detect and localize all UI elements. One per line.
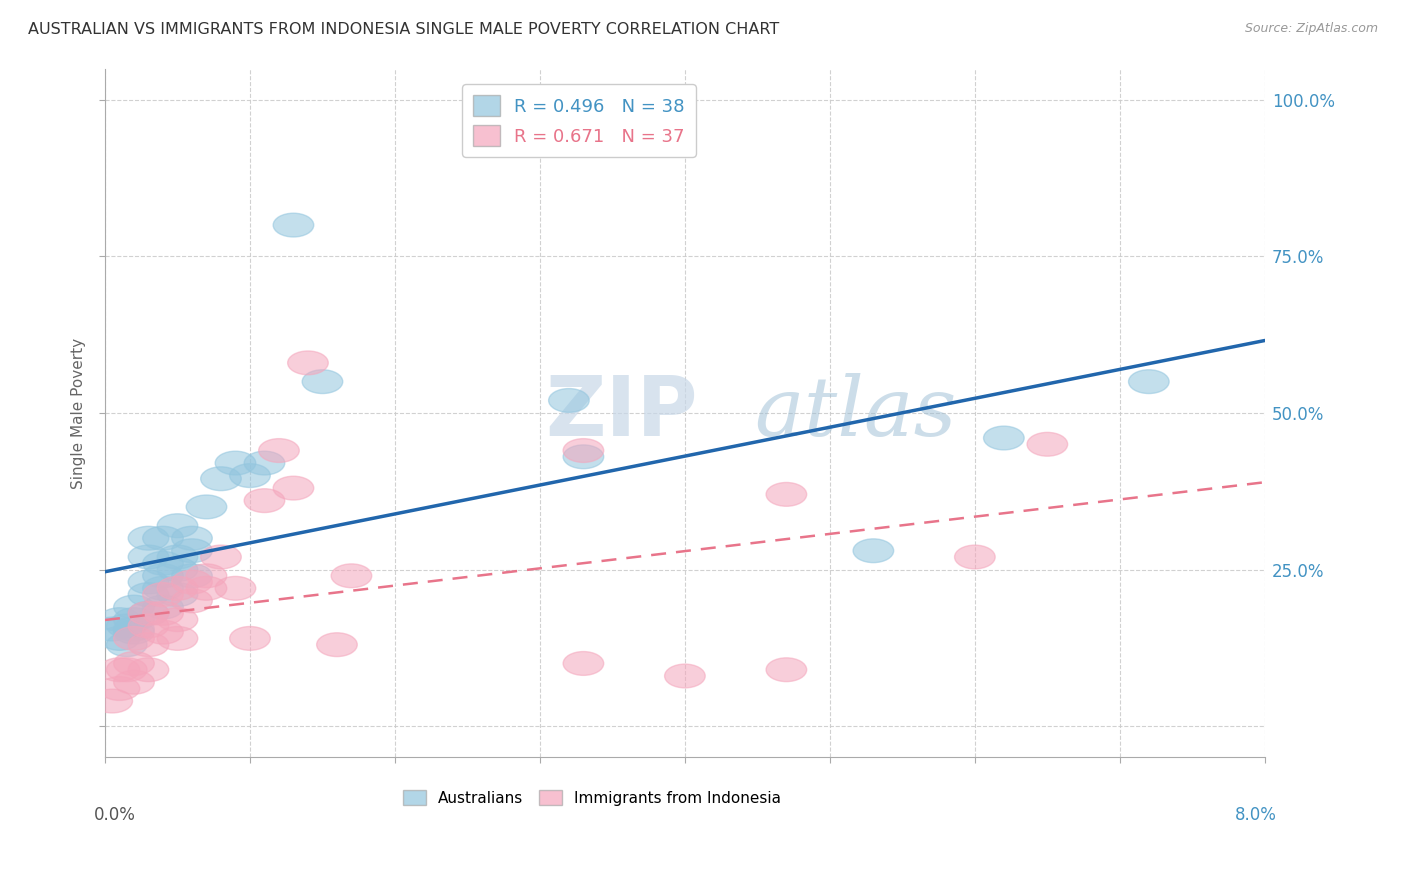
Ellipse shape (273, 213, 314, 237)
Ellipse shape (100, 677, 139, 700)
Ellipse shape (245, 489, 285, 513)
Ellipse shape (128, 614, 169, 638)
Ellipse shape (142, 601, 183, 625)
Ellipse shape (91, 690, 132, 713)
Ellipse shape (142, 595, 183, 619)
Ellipse shape (128, 601, 169, 625)
Ellipse shape (114, 626, 155, 650)
Ellipse shape (142, 620, 183, 644)
Ellipse shape (229, 464, 270, 488)
Ellipse shape (157, 514, 198, 538)
Ellipse shape (665, 664, 706, 688)
Ellipse shape (186, 495, 226, 519)
Ellipse shape (564, 651, 603, 675)
Ellipse shape (259, 439, 299, 462)
Ellipse shape (853, 539, 894, 563)
Ellipse shape (107, 632, 148, 657)
Ellipse shape (114, 651, 155, 675)
Ellipse shape (157, 558, 198, 582)
Ellipse shape (172, 570, 212, 594)
Ellipse shape (114, 620, 155, 644)
Ellipse shape (316, 632, 357, 657)
Ellipse shape (229, 626, 270, 650)
Ellipse shape (955, 545, 995, 569)
Text: 0.0%: 0.0% (93, 805, 135, 823)
Ellipse shape (128, 570, 169, 594)
Ellipse shape (128, 601, 169, 625)
Ellipse shape (172, 539, 212, 563)
Ellipse shape (245, 451, 285, 475)
Ellipse shape (142, 576, 183, 600)
Ellipse shape (114, 607, 155, 632)
Ellipse shape (114, 595, 155, 619)
Ellipse shape (142, 526, 183, 550)
Ellipse shape (215, 451, 256, 475)
Legend: Australians, Immigrants from Indonesia: Australians, Immigrants from Indonesia (396, 783, 787, 812)
Ellipse shape (157, 545, 198, 569)
Ellipse shape (302, 370, 343, 393)
Ellipse shape (91, 617, 132, 641)
Ellipse shape (766, 657, 807, 681)
Ellipse shape (114, 671, 155, 694)
Text: 8.0%: 8.0% (1234, 805, 1277, 823)
Ellipse shape (984, 426, 1024, 450)
Ellipse shape (172, 526, 212, 550)
Ellipse shape (766, 483, 807, 507)
Ellipse shape (186, 564, 226, 588)
Ellipse shape (128, 582, 169, 607)
Y-axis label: Single Male Poverty: Single Male Poverty (72, 337, 86, 489)
Ellipse shape (201, 467, 242, 491)
Ellipse shape (100, 657, 139, 681)
Text: atlas: atlas (755, 373, 957, 453)
Ellipse shape (100, 607, 139, 632)
Ellipse shape (142, 564, 183, 588)
Ellipse shape (564, 439, 603, 462)
Ellipse shape (107, 657, 148, 681)
Ellipse shape (332, 564, 371, 588)
Ellipse shape (1129, 370, 1170, 393)
Ellipse shape (1026, 433, 1067, 456)
Ellipse shape (201, 545, 242, 569)
Ellipse shape (157, 576, 198, 600)
Ellipse shape (128, 632, 169, 657)
Ellipse shape (128, 526, 169, 550)
Ellipse shape (564, 445, 603, 468)
Ellipse shape (142, 551, 183, 575)
Ellipse shape (273, 476, 314, 500)
Ellipse shape (142, 582, 183, 607)
Ellipse shape (548, 389, 589, 412)
Ellipse shape (128, 545, 169, 569)
Ellipse shape (157, 582, 198, 607)
Ellipse shape (114, 617, 155, 641)
Ellipse shape (215, 576, 256, 600)
Ellipse shape (100, 626, 139, 650)
Ellipse shape (157, 626, 198, 650)
Ellipse shape (157, 607, 198, 632)
Ellipse shape (128, 657, 169, 681)
Ellipse shape (186, 576, 226, 600)
Ellipse shape (288, 351, 328, 375)
Ellipse shape (172, 589, 212, 613)
Text: Source: ZipAtlas.com: Source: ZipAtlas.com (1244, 22, 1378, 36)
Text: AUSTRALIAN VS IMMIGRANTS FROM INDONESIA SINGLE MALE POVERTY CORRELATION CHART: AUSTRALIAN VS IMMIGRANTS FROM INDONESIA … (28, 22, 779, 37)
Ellipse shape (172, 564, 212, 588)
Ellipse shape (107, 614, 148, 638)
Text: ZIP: ZIP (546, 373, 699, 453)
